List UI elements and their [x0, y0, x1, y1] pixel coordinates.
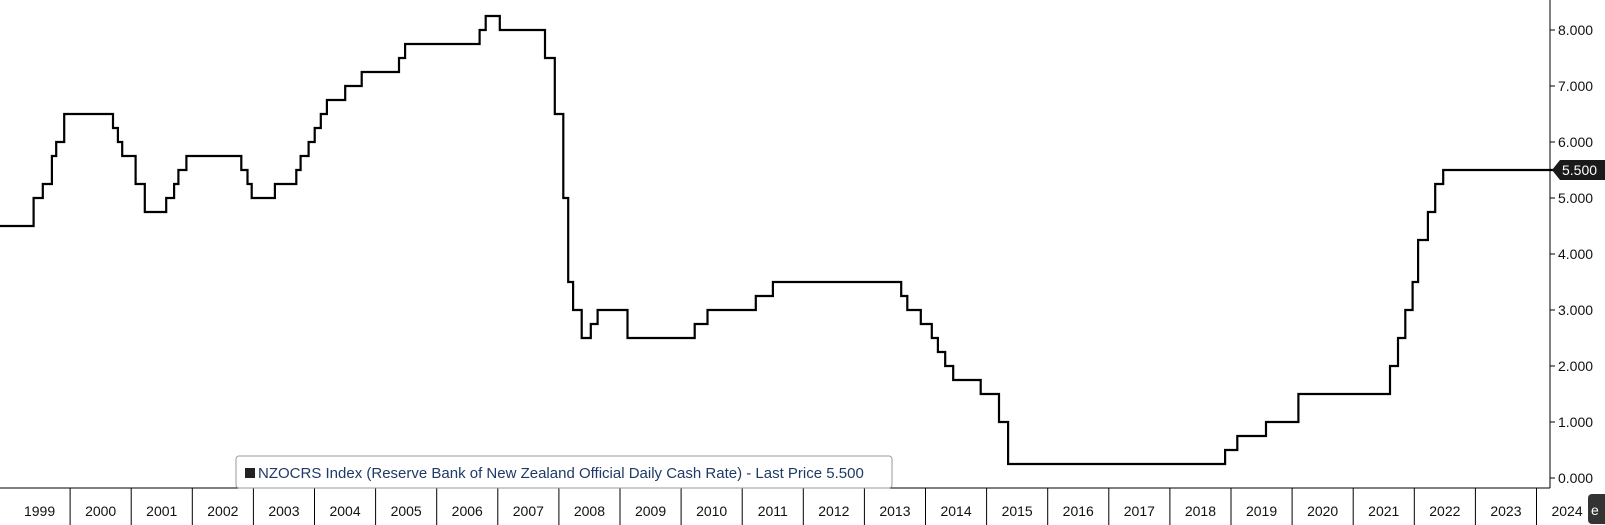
legend: NZOCRS Index (Reserve Bank of New Zealan… — [235, 455, 893, 489]
last-price-tag-box — [1552, 160, 1605, 180]
x-tick-label: 2006 — [452, 503, 483, 519]
x-tick-label: 2020 — [1307, 503, 1338, 519]
corner-button-box[interactable] — [1588, 494, 1605, 524]
legend-text: NZOCRS Index (Reserve Bank of New Zealan… — [258, 465, 864, 482]
y-tick-label: 7.000 — [1558, 78, 1593, 94]
x-tick-label: 2010 — [696, 503, 727, 519]
x-tick-label: 2018 — [1185, 503, 1216, 519]
x-tick-label: 2013 — [879, 503, 910, 519]
x-tick-label: 2005 — [391, 503, 422, 519]
x-tick-label: 2003 — [268, 503, 299, 519]
legend-box — [235, 455, 893, 489]
x-tick-label: 2011 — [758, 503, 788, 519]
y-tick-label: 2.000 — [1558, 358, 1593, 374]
x-tick-label: 2017 — [1124, 503, 1155, 519]
last-price-label: 5.500 — [1562, 162, 1597, 178]
series-layer — [0, 14, 1562, 466]
y-tick-label: 0.000 — [1558, 470, 1593, 486]
y-tick-label: 8.000 — [1558, 22, 1593, 38]
y-tick-label: 5.000 — [1558, 190, 1593, 206]
x-tick-label: 1999 — [24, 503, 55, 519]
x-tick-label: 2008 — [574, 503, 605, 519]
x-tick-label: 2004 — [329, 503, 360, 519]
last-price-tag: 5.500 — [1552, 160, 1605, 180]
y-tick-label: 3.000 — [1558, 302, 1593, 318]
x-tick-label: 2001 — [146, 503, 177, 519]
x-tick-label: 2009 — [635, 503, 666, 519]
x-tick-label: 2002 — [207, 503, 238, 519]
x-tick-label: 2024 — [1551, 503, 1582, 519]
x-tick-label: 2016 — [1063, 503, 1094, 519]
y-tick-label: 1.000 — [1558, 414, 1593, 430]
x-tick-label: 2007 — [513, 503, 544, 519]
x-tick-label: 2022 — [1429, 503, 1460, 519]
x-tick-label: 2023 — [1490, 503, 1521, 519]
corner-button-glyph: e — [1591, 502, 1599, 518]
x-tick-label: 2015 — [1002, 503, 1033, 519]
y-tick-label: 6.000 — [1558, 134, 1593, 150]
corner-button[interactable]: e — [1588, 494, 1605, 524]
x-tick-label: 2012 — [818, 503, 849, 519]
y-tick-label: 4.000 — [1558, 246, 1593, 262]
x-tick-label: 2000 — [85, 503, 116, 519]
x-tick-label: 2019 — [1246, 503, 1277, 519]
legend-swatch — [245, 468, 255, 478]
x-tick-label: 2021 — [1368, 503, 1399, 519]
x-tick-label: 2014 — [940, 503, 971, 519]
series-line — [0, 14, 1562, 466]
